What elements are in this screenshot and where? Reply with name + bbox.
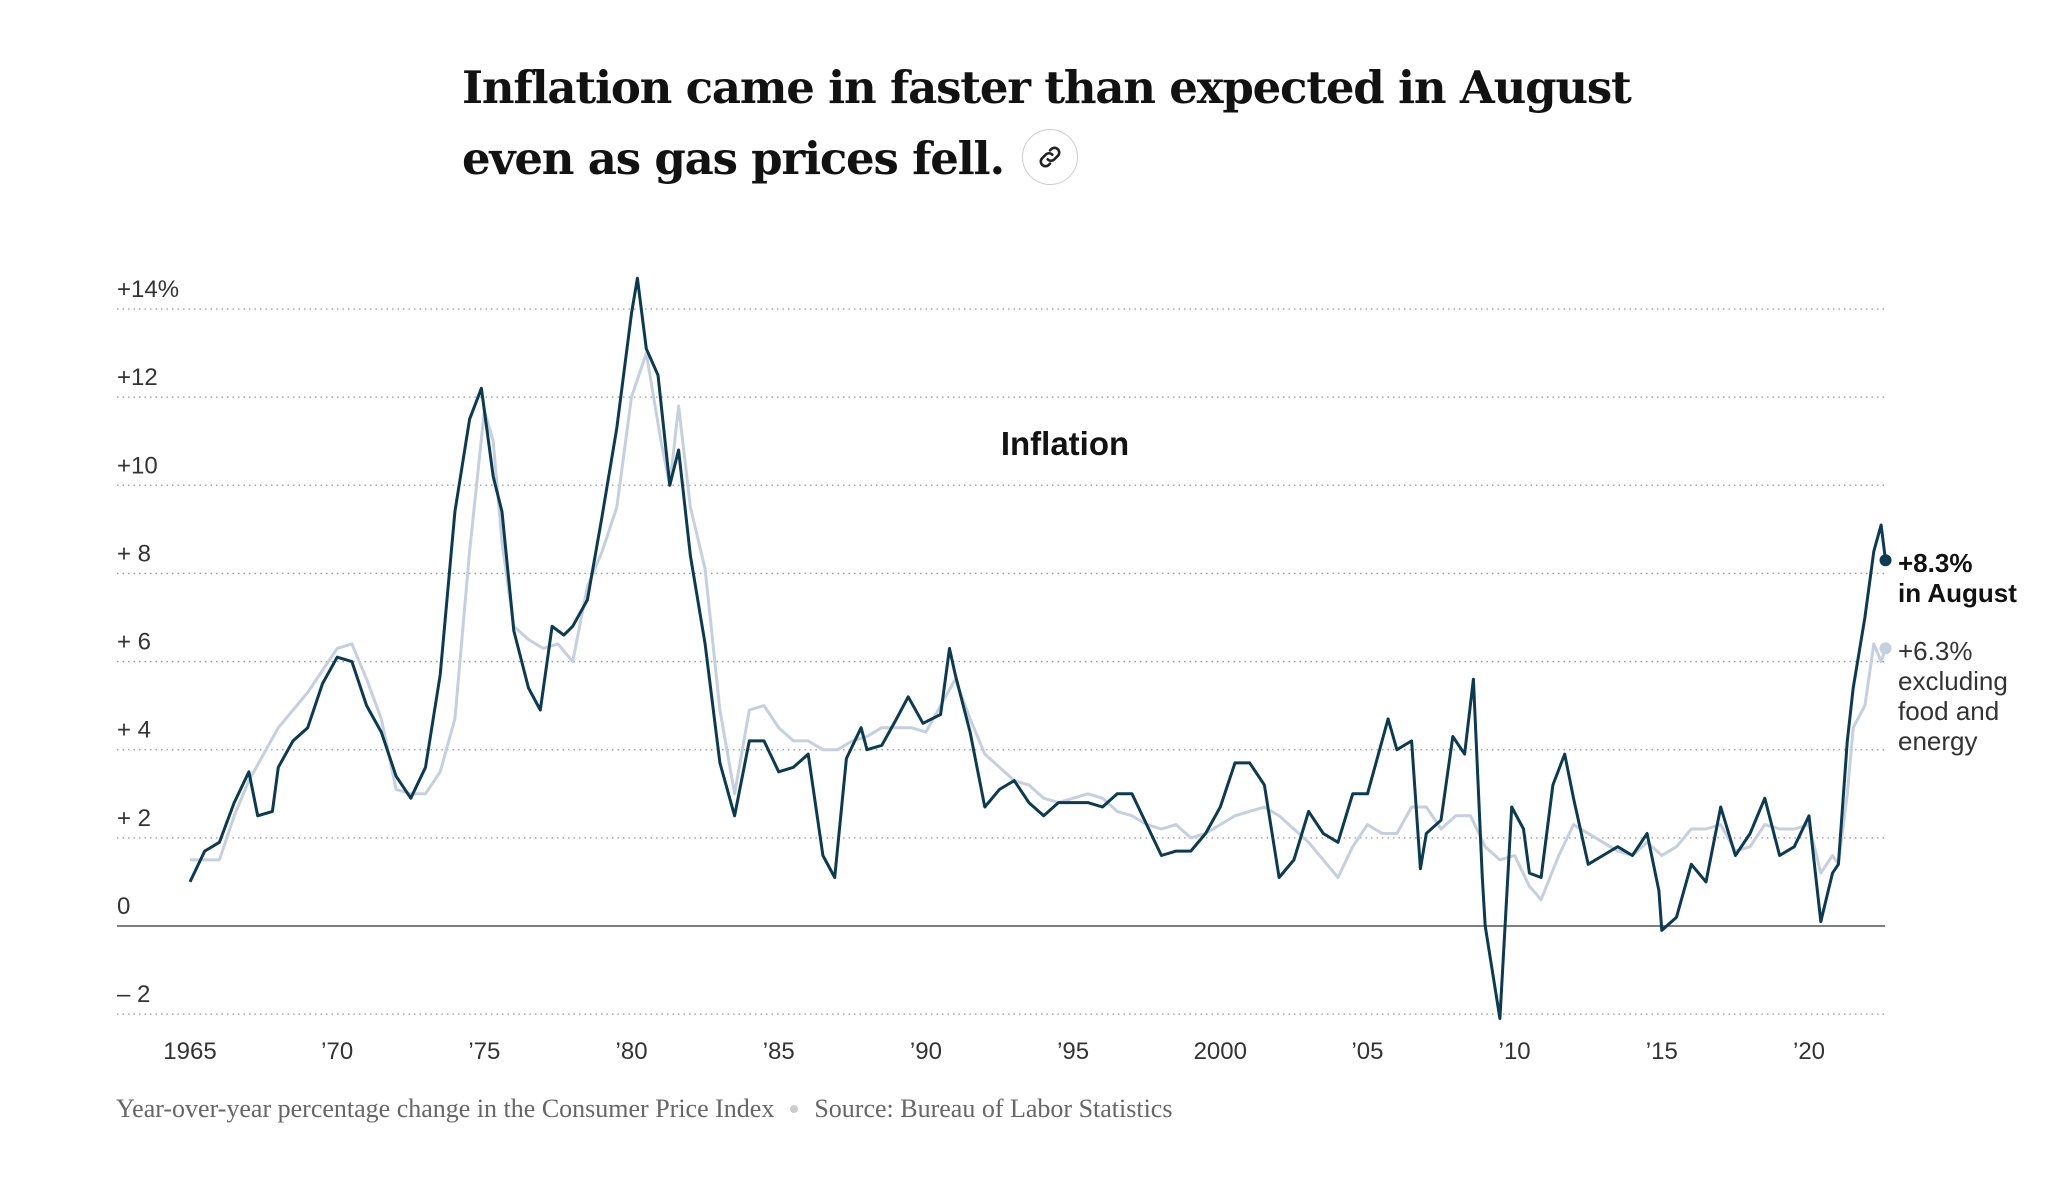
x-tick-label: 1965 (163, 1038, 216, 1065)
headline: Inflation came in faster than expected i… (462, 52, 1662, 194)
y-tick-label: +10 (117, 452, 158, 479)
core-latest-point (1879, 642, 1892, 655)
cpi-annotation-value: +8.3% (1898, 548, 1972, 578)
x-tick-label: ’20 (1793, 1038, 1825, 1065)
cpi-series-line (188, 276, 1887, 1020)
y-tick-label: – 2 (117, 981, 150, 1008)
core-annotation-text-2: food and (1898, 696, 1999, 726)
separator-dot (790, 1105, 799, 1114)
core-annotation-text-1: excluding (1898, 666, 2008, 696)
link-icon (1039, 146, 1061, 167)
headline-line-2: even as gas prices fell. (462, 132, 1005, 185)
headline-line-1: Inflation came in faster than expected i… (462, 61, 1632, 114)
source-note: Source: Bureau of Labor Statistics (814, 1094, 1173, 1123)
y-tick-label: + 2 (117, 805, 151, 832)
y-tick-label: +12 (117, 364, 158, 391)
chart-title: Inflation (1001, 425, 1129, 462)
x-tick-label: ’80 (616, 1038, 648, 1065)
core-annotation-value: +6.3% (1898, 636, 1972, 666)
x-tick-label: ’10 (1499, 1038, 1531, 1065)
y-tick-label: + 4 (117, 717, 151, 744)
chart-footer: Year-over-year percentage change in the … (116, 1094, 1172, 1124)
x-tick-label: ’90 (910, 1038, 942, 1065)
y-tick-label: + 8 (117, 540, 151, 567)
chart-description: Year-over-year percentage change in the … (116, 1094, 775, 1123)
x-tick-label: ’85 (763, 1038, 795, 1065)
y-tick-label: + 6 (117, 629, 151, 656)
inflation-chart: +14% +12 +10 + 8 + 6 + 4 + 2 0 – 2 1965 ’70 ’75 ’80 ’… (117, 276, 2017, 1065)
x-tick-label: 2000 (1194, 1038, 1247, 1065)
cpi-latest-point (1879, 554, 1892, 567)
x-tick-label: ’15 (1646, 1038, 1678, 1065)
copy-link-button[interactable] (1021, 128, 1078, 185)
x-tick-label: ’70 (321, 1038, 353, 1065)
y-tick-label: +14% (117, 276, 179, 303)
y-tick-label: 0 (117, 893, 130, 920)
x-tick-label: ’05 (1351, 1038, 1383, 1065)
x-tick-label: ’95 (1057, 1038, 1089, 1065)
x-tick-label: ’75 (468, 1038, 500, 1065)
cpi-annotation-text: in August (1898, 578, 2017, 608)
core-series-line (190, 351, 1887, 902)
core-annotation-text-3: energy (1898, 726, 1978, 756)
